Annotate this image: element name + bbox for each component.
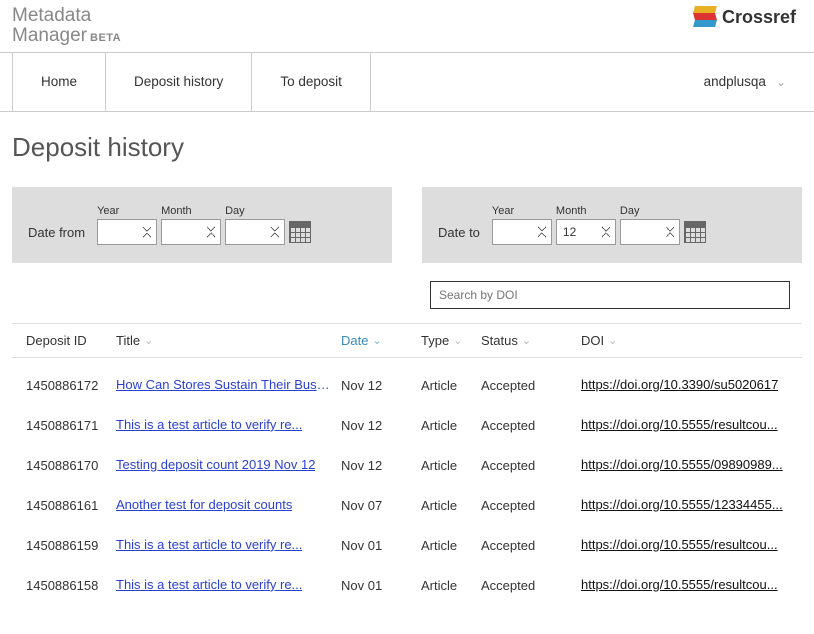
cell-title: Testing deposit count 2019 Nov 12 [116, 457, 341, 475]
col-title[interactable]: Title⌄ [116, 333, 341, 348]
nav-home[interactable]: Home [12, 53, 106, 111]
user-menu[interactable]: andplusqa ⌄ [676, 53, 814, 111]
brand-logo: Metadata ManagerBETA [12, 6, 121, 46]
cell-date: Nov 12 [341, 378, 421, 393]
col-type[interactable]: Type⌄ [421, 333, 481, 348]
doi-link[interactable]: https://doi.org/10.5555/09890989... [581, 457, 783, 472]
user-name: andplusqa [704, 74, 766, 89]
deposits-table: Deposit ID Title⌄ Date⌄ Type⌄ Status⌄ DO… [12, 323, 802, 614]
doi-link[interactable]: https://doi.org/10.5555/resultcou... [581, 577, 778, 592]
cell-deposit-id: 1450886158 [26, 578, 116, 593]
cell-doi: https://doi.org/10.5555/resultcou... [581, 577, 788, 595]
brand-line2: ManagerBETA [12, 26, 121, 46]
beta-badge: BETA [90, 32, 121, 44]
cell-doi: https://doi.org/10.5555/09890989... [581, 457, 788, 475]
title-link[interactable]: This is a test article to verify re... [116, 417, 302, 432]
cell-type: Article [421, 458, 481, 473]
cell-status: Accepted [481, 498, 581, 513]
cell-status: Accepted [481, 378, 581, 393]
from-day-select[interactable] [225, 219, 285, 245]
chevron-down-icon: ⌄ [522, 334, 531, 347]
cell-doi: https://doi.org/10.5555/resultcou... [581, 417, 788, 435]
date-to-filter: Date to Year Month 12 Day [422, 187, 802, 263]
cell-date: Nov 01 [341, 538, 421, 553]
cell-type: Article [421, 538, 481, 553]
doi-link[interactable]: https://doi.org/10.5555/12334455... [581, 497, 783, 512]
main-nav: Home Deposit history To deposit andplusq… [0, 52, 814, 112]
crossref-icon [694, 6, 716, 28]
title-link[interactable]: This is a test article to verify re... [116, 577, 302, 592]
chevron-down-icon: ⌄ [453, 334, 462, 347]
cell-title: This is a test article to verify re... [116, 537, 341, 555]
cell-status: Accepted [481, 578, 581, 593]
cell-status: Accepted [481, 418, 581, 433]
cell-deposit-id: 1450886171 [26, 418, 116, 433]
page-title: Deposit history [12, 132, 802, 163]
table-row: 1450886171This is a test article to veri… [12, 406, 802, 446]
cell-date: Nov 01 [341, 578, 421, 593]
doi-link[interactable]: https://doi.org/10.5555/resultcou... [581, 417, 778, 432]
date-from-label: Date from [28, 225, 85, 245]
table-row: 1450886159This is a test article to veri… [12, 526, 802, 566]
cell-status: Accepted [481, 458, 581, 473]
title-link[interactable]: Another test for deposit counts [116, 497, 292, 512]
cell-type: Article [421, 418, 481, 433]
from-month-select[interactable] [161, 219, 221, 245]
chevron-down-icon: ⌄ [776, 75, 786, 89]
col-date[interactable]: Date⌄ [341, 333, 421, 348]
to-month-select[interactable]: 12 [556, 219, 616, 245]
cell-title: This is a test article to verify re... [116, 577, 341, 595]
chevron-down-icon: ⌄ [372, 334, 381, 347]
doi-link[interactable]: https://doi.org/10.3390/su5020617 [581, 377, 778, 392]
table-row: 1450886172How Can Stores Sustain Their B… [12, 366, 802, 406]
col-deposit-id[interactable]: Deposit ID [26, 333, 116, 348]
brand-line1: Metadata [12, 6, 121, 26]
cell-type: Article [421, 498, 481, 513]
date-to-label: Date to [438, 225, 480, 245]
cell-date: Nov 07 [341, 498, 421, 513]
table-row: 1450886161Another test for deposit count… [12, 486, 802, 526]
table-header: Deposit ID Title⌄ Date⌄ Type⌄ Status⌄ DO… [12, 323, 802, 358]
chevron-down-icon: ⌄ [608, 334, 617, 347]
table-row: 1450886158This is a test article to veri… [12, 566, 802, 606]
cell-deposit-id: 1450886170 [26, 458, 116, 473]
crossref-logo: Crossref [694, 6, 796, 28]
chevron-down-icon: ⌄ [144, 334, 153, 347]
cell-deposit-id: 1450886159 [26, 538, 116, 553]
cell-type: Article [421, 378, 481, 393]
calendar-icon[interactable] [289, 221, 311, 243]
search-input[interactable] [430, 281, 790, 309]
col-doi[interactable]: DOI⌄ [581, 333, 788, 348]
cell-deposit-id: 1450886172 [26, 378, 116, 393]
cell-status: Accepted [481, 538, 581, 553]
cell-deposit-id: 1450886161 [26, 498, 116, 513]
table-row: 1450886170Testing deposit count 2019 Nov… [12, 446, 802, 486]
cell-title: Another test for deposit counts [116, 497, 341, 515]
cell-date: Nov 12 [341, 458, 421, 473]
title-link[interactable]: Testing deposit count 2019 Nov 12 [116, 457, 315, 472]
calendar-icon[interactable] [684, 221, 706, 243]
nav-deposit-history[interactable]: Deposit history [106, 53, 252, 111]
from-year-select[interactable] [97, 219, 157, 245]
cell-title: How Can Stores Sustain Their Busine... [116, 377, 341, 395]
cell-doi: https://doi.org/10.5555/12334455... [581, 497, 788, 515]
cell-title: This is a test article to verify re... [116, 417, 341, 435]
cell-doi: https://doi.org/10.3390/su5020617 [581, 377, 788, 395]
nav-to-deposit[interactable]: To deposit [252, 53, 371, 111]
cell-type: Article [421, 578, 481, 593]
cell-doi: https://doi.org/10.5555/resultcou... [581, 537, 788, 555]
col-status[interactable]: Status⌄ [481, 333, 581, 348]
crossref-label: Crossref [722, 7, 796, 28]
title-link[interactable]: This is a test article to verify re... [116, 537, 302, 552]
title-link[interactable]: How Can Stores Sustain Their Busine... [116, 377, 331, 392]
cell-date: Nov 12 [341, 418, 421, 433]
to-day-select[interactable] [620, 219, 680, 245]
date-from-filter: Date from Year Month Day [12, 187, 392, 263]
doi-link[interactable]: https://doi.org/10.5555/resultcou... [581, 537, 778, 552]
to-year-select[interactable] [492, 219, 552, 245]
